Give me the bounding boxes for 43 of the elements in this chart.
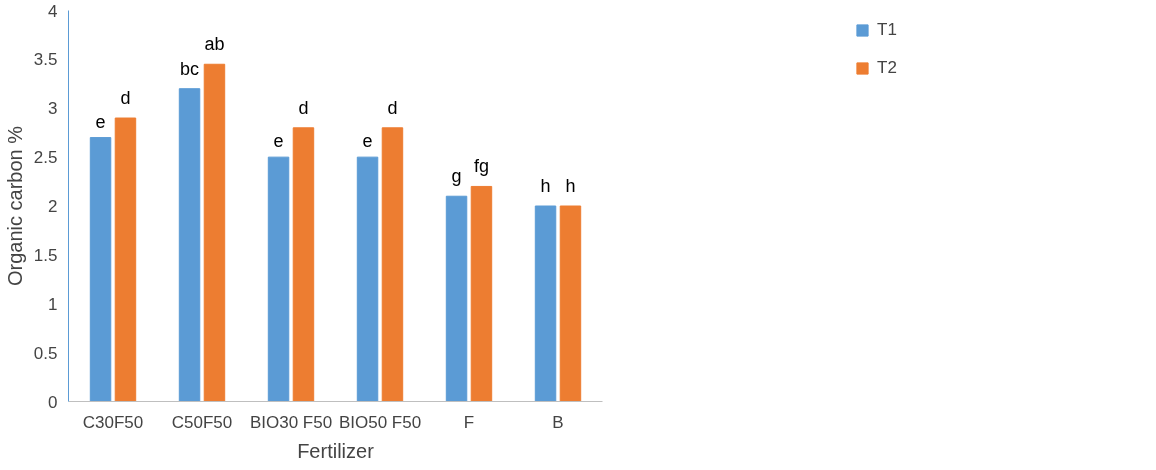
- annotation: ab: [204, 34, 225, 55]
- annotation: d: [298, 97, 309, 118]
- bar: [292, 127, 315, 402]
- y-tick-label: 3.5: [33, 50, 58, 70]
- y-tick-label: 2.5: [33, 148, 58, 168]
- y-tick-label: 1: [48, 294, 58, 314]
- x-tick-label: F: [463, 412, 475, 432]
- legend-label: T1: [877, 20, 897, 40]
- annotation: fg: [473, 156, 489, 177]
- y-tick-label: 4: [48, 1, 58, 21]
- bar: [203, 63, 226, 402]
- y-tick-label: 0: [48, 392, 58, 412]
- bar: [470, 185, 493, 402]
- bar: [534, 205, 557, 402]
- x-tick-label: BIO50 F50: [338, 412, 422, 432]
- annotation: h: [540, 176, 551, 196]
- bar: [356, 156, 379, 402]
- x-tick-label: B: [552, 412, 564, 432]
- bar: [381, 127, 404, 402]
- annotation: h: [565, 176, 576, 196]
- legend-label: T2: [877, 58, 897, 78]
- annotation: d: [120, 88, 131, 109]
- bar: [559, 205, 582, 402]
- bar: [178, 88, 201, 402]
- bar: [114, 117, 137, 402]
- x-axis-title: Fertilizer: [297, 439, 375, 462]
- bar: [267, 156, 290, 402]
- annotation: e: [273, 131, 284, 152]
- y-tick-label: 0.5: [33, 343, 58, 363]
- y-tick-label: 3: [48, 99, 58, 119]
- annotation: e: [362, 131, 373, 152]
- y-tick-label: 2: [48, 197, 58, 216]
- x-tick-label: BIO30 F50: [249, 412, 333, 432]
- annotation: d: [387, 97, 398, 118]
- annotation: e: [95, 111, 106, 132]
- x-tick-label: C50F50: [171, 412, 233, 432]
- bar: [89, 137, 112, 402]
- annotation: g: [451, 166, 462, 187]
- bar: [445, 195, 468, 402]
- annotation: bc: [180, 58, 200, 79]
- y-axis-title: Organic carbon %: [3, 125, 26, 287]
- x-tick-label: C30F50: [82, 412, 144, 432]
- y-tick-label: 1.5: [33, 245, 58, 265]
